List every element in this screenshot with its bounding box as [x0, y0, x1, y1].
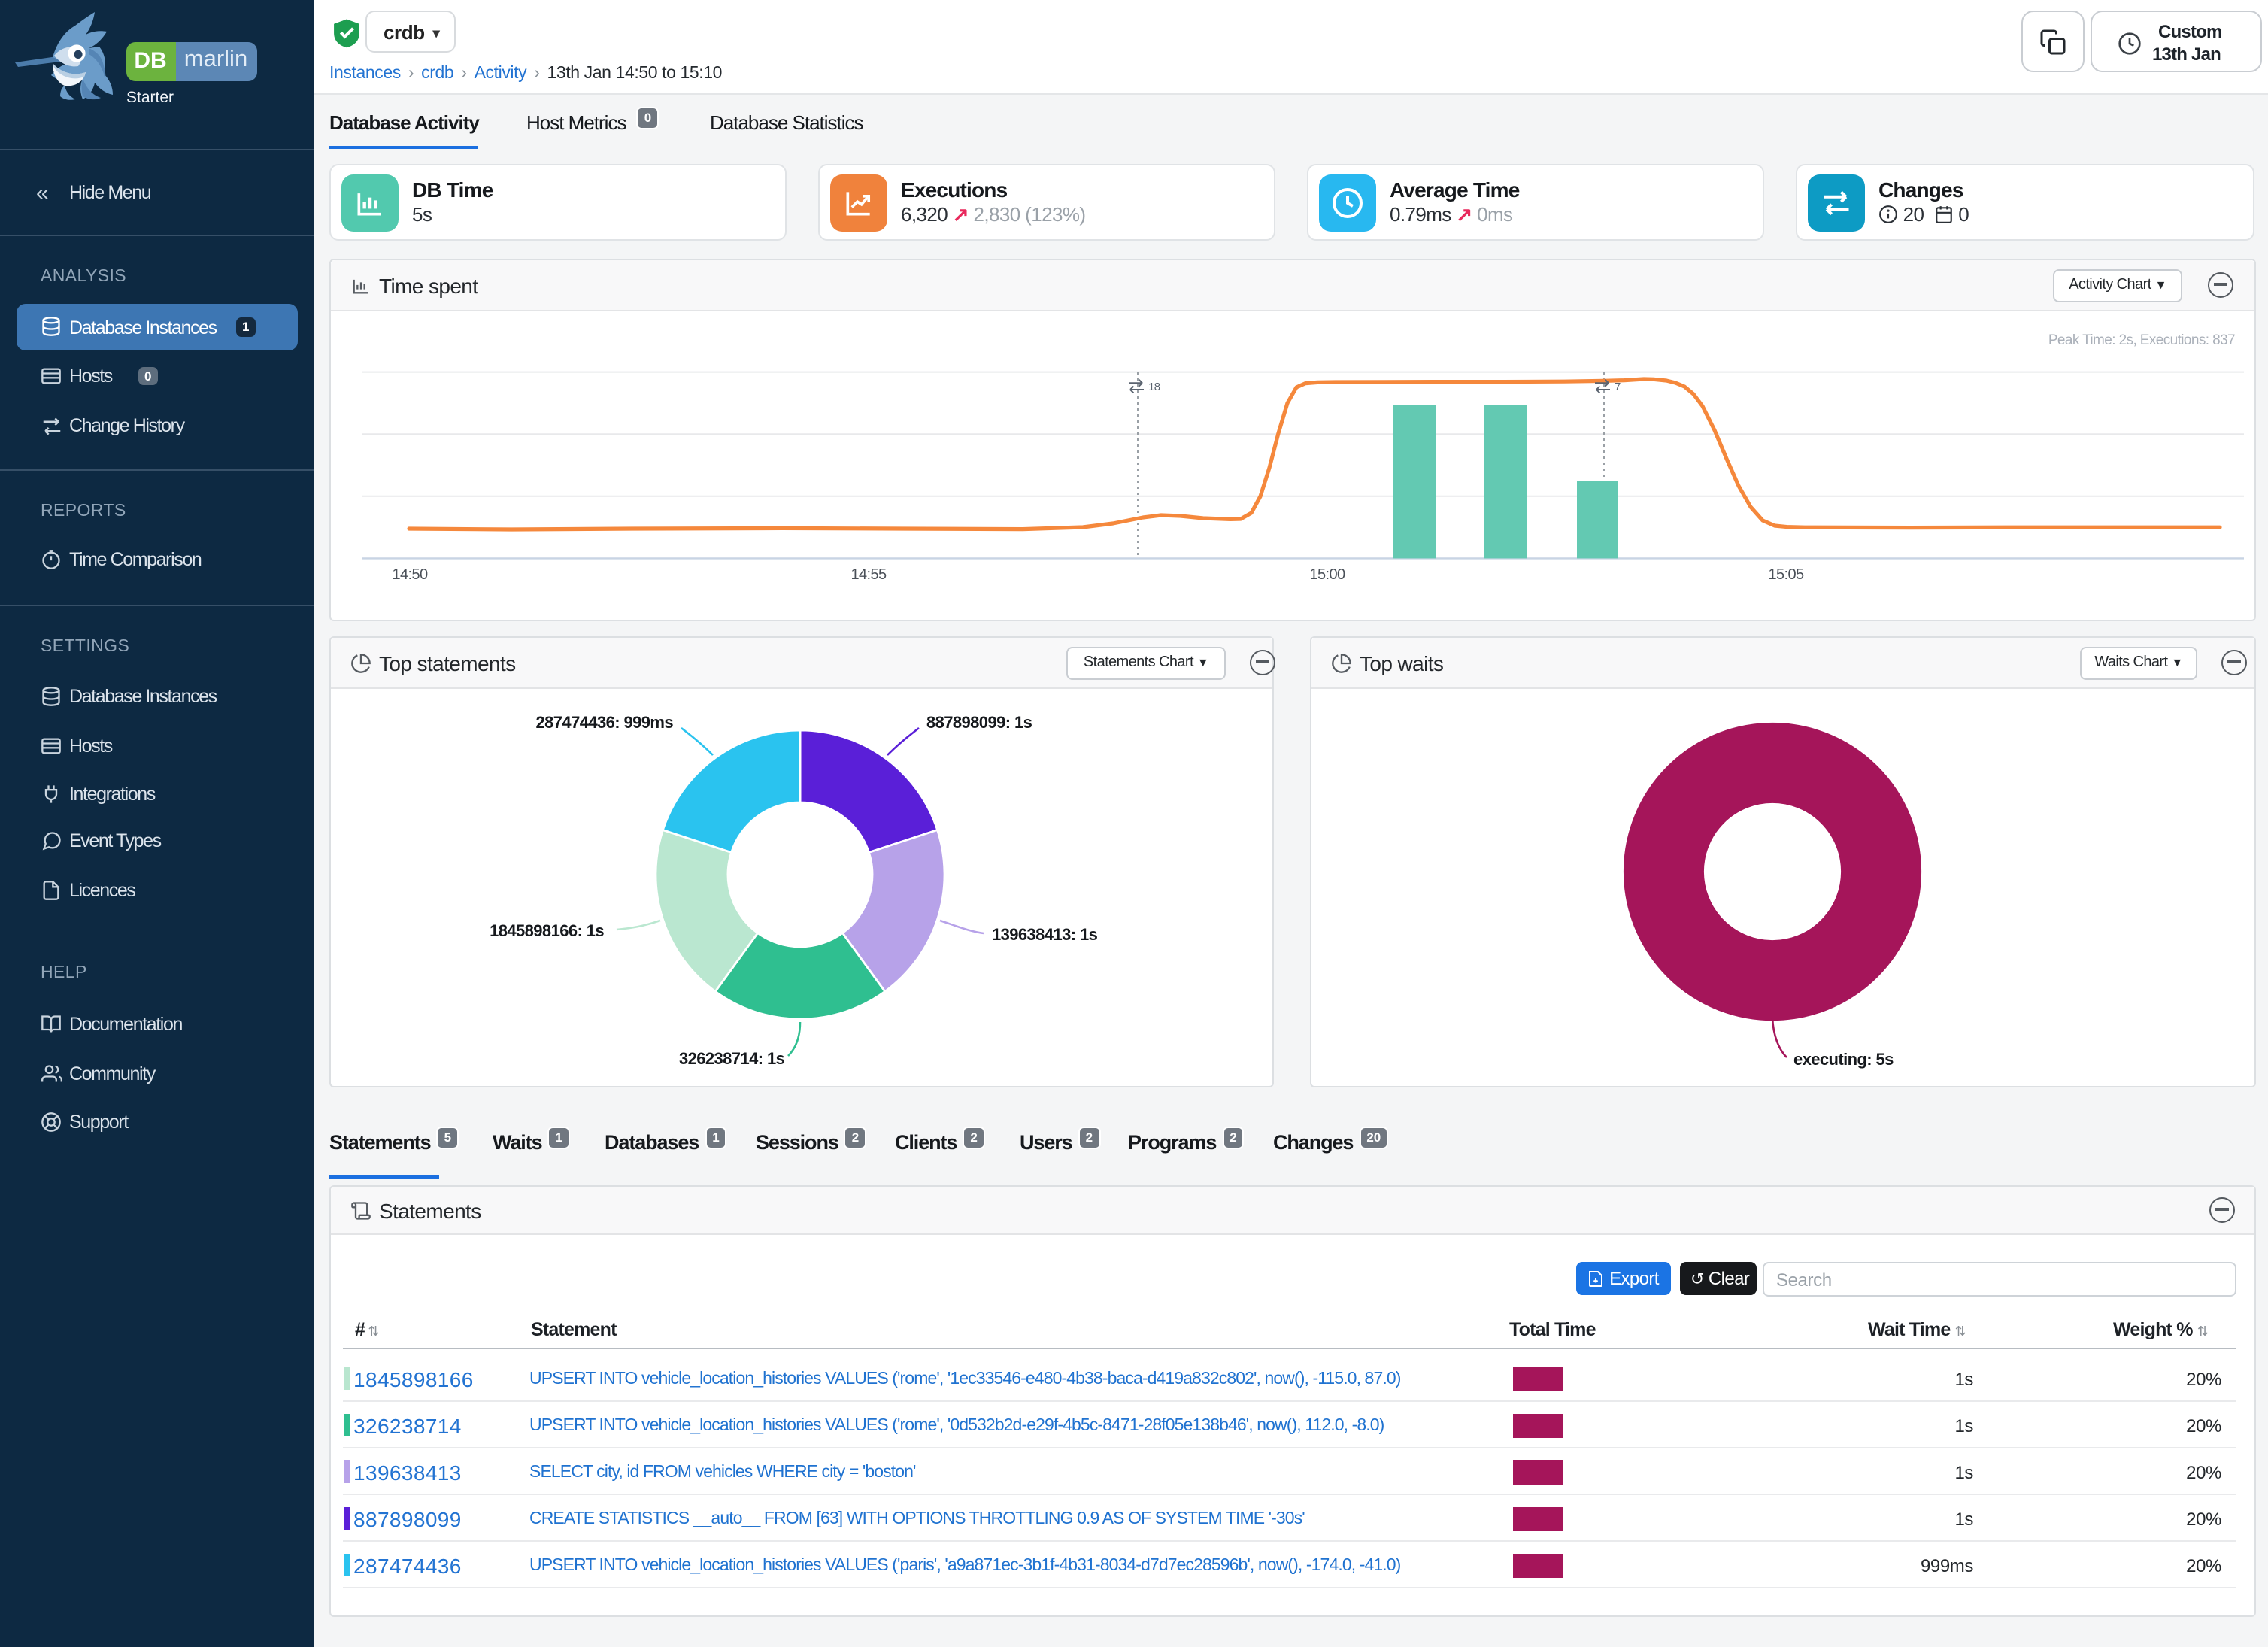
- svg-text:1845898166: 1s: 1845898166: 1s: [490, 921, 604, 940]
- svg-text:Peak Time: 2s, Executions: 837: Peak Time: 2s, Executions: 837: [2048, 332, 2235, 348]
- svg-text:326238714: 1s: 326238714: 1s: [679, 1049, 785, 1068]
- svg-text:14:55: 14:55: [850, 566, 887, 583]
- svg-text:15:00: 15:00: [1309, 566, 1345, 583]
- svg-text:7: 7: [1615, 381, 1621, 393]
- svg-text:287474436: 999ms: 287474436: 999ms: [536, 713, 674, 732]
- svg-text:139638413: 1s: 139638413: 1s: [992, 925, 1098, 944]
- svg-text:887898099: 1s: 887898099: 1s: [926, 713, 1032, 732]
- svg-text:executing: 5s: executing: 5s: [1793, 1050, 1894, 1069]
- svg-text:15:05: 15:05: [1768, 566, 1804, 583]
- svg-text:18: 18: [1148, 381, 1160, 393]
- svg-text:14:50: 14:50: [392, 566, 428, 583]
